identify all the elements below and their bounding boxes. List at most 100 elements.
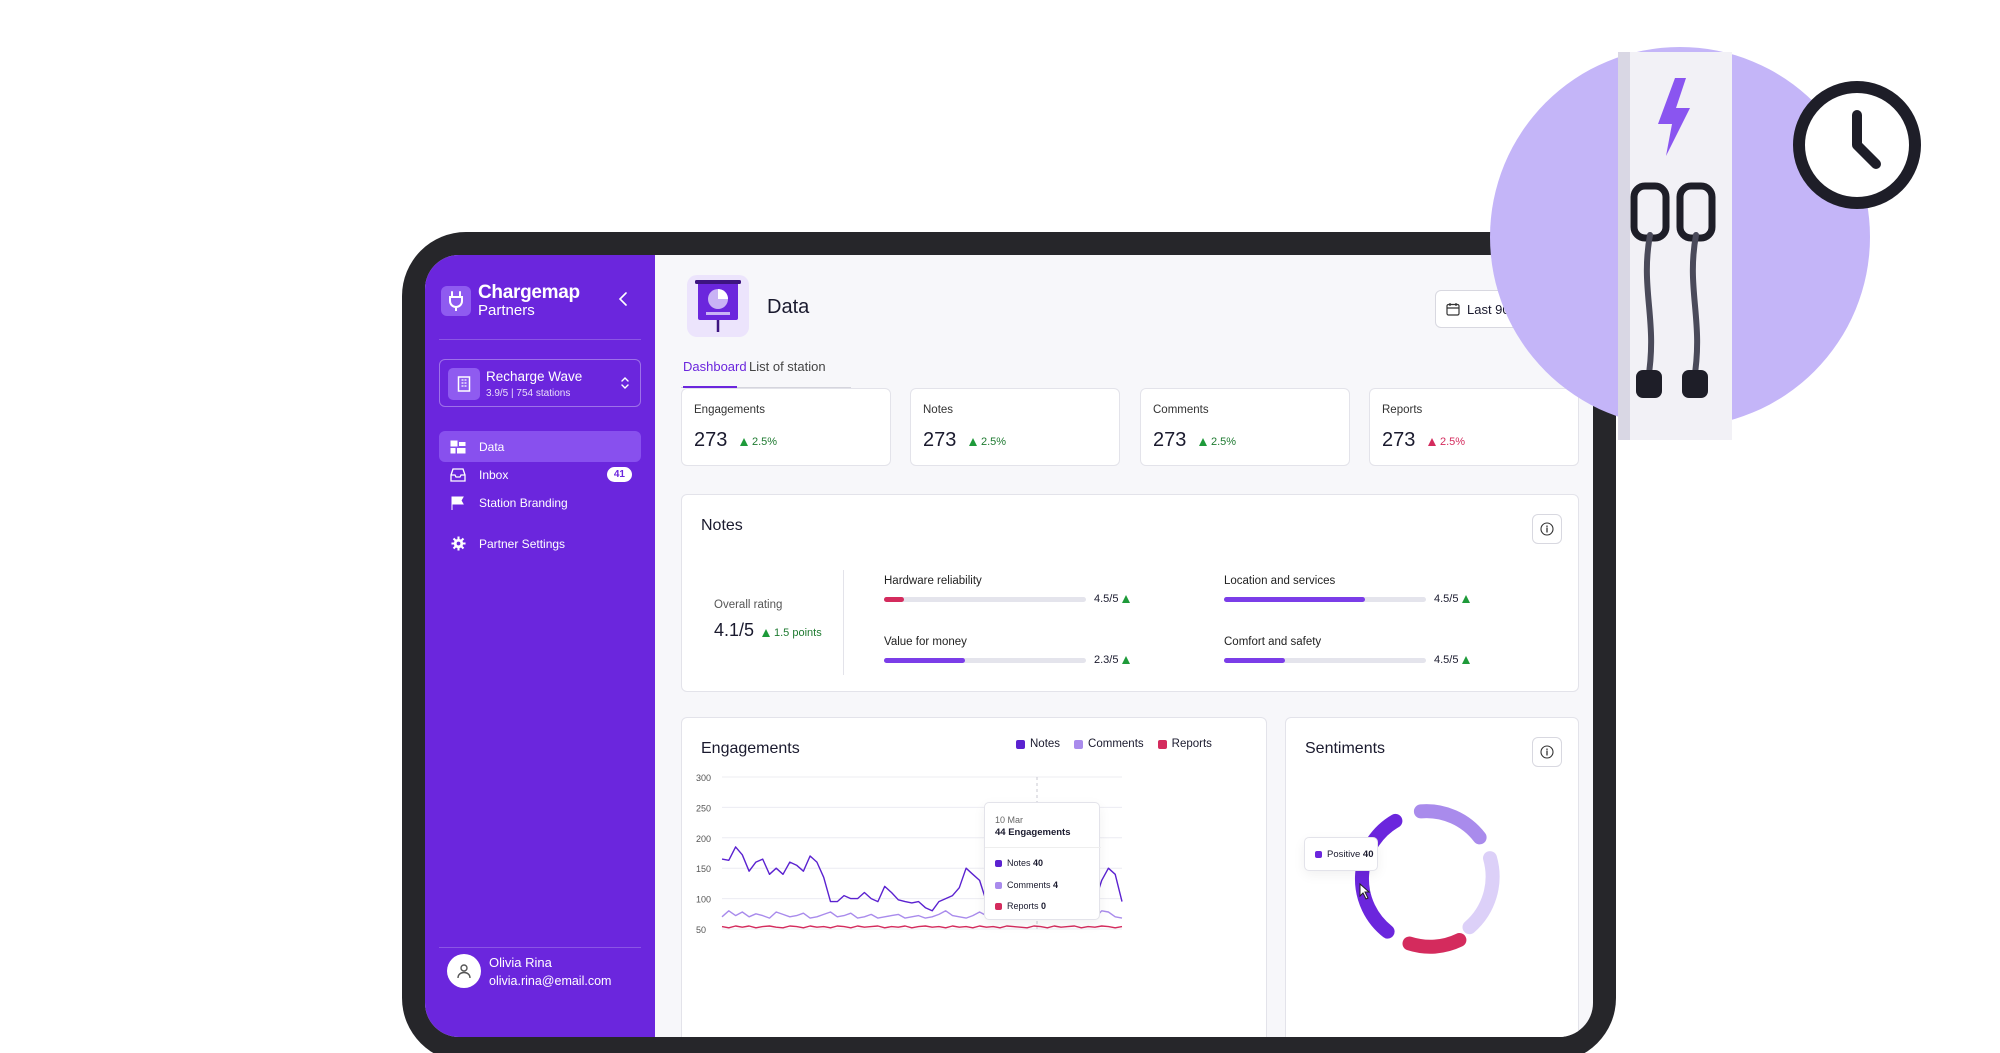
- sentiments-donut-chart: [1354, 804, 1500, 954]
- rating-value-text: 4.5/5: [1434, 654, 1459, 666]
- overall-delta-value: 1.5 points: [774, 627, 822, 639]
- legend-label: Reports: [1171, 738, 1212, 750]
- gear-icon: [449, 535, 467, 553]
- rating-location-and-services: Location and services 4.5/5: [1224, 575, 1484, 615]
- kpi-label: Engagements: [694, 404, 765, 416]
- trend-up-icon: [1122, 656, 1131, 664]
- chart-legend: Notes Comments Reports: [1002, 738, 1212, 750]
- sidebar: Chargemap Partners Recharge Wave 3.9/5 |…: [425, 255, 655, 1037]
- tooltip-row-value: 40: [1033, 858, 1044, 868]
- donut-segment-negative[interactable]: [1402, 933, 1467, 954]
- donut-segment-mixed[interactable]: [1462, 851, 1500, 935]
- sentiments-title: Sentiments: [1305, 740, 1386, 757]
- sentiment-tooltip: Positive 40: [1304, 837, 1378, 871]
- notes-title: Notes: [701, 517, 743, 534]
- y-tick-label: 200: [696, 834, 711, 844]
- tooltip-row-comments: Comments 4: [995, 880, 1058, 890]
- tooltip-row-reports: Reports 0: [995, 901, 1046, 911]
- main-content: Data Last 90 Dashboard List of station E…: [655, 255, 1593, 1037]
- tab-list-of-station[interactable]: List of station: [749, 359, 826, 374]
- tooltip-total: 44 Engagements: [995, 827, 1071, 838]
- chevron-updown-icon: [620, 375, 630, 396]
- overall-rating-delta: 1.5 points: [762, 627, 822, 639]
- legend-notes[interactable]: Notes: [1016, 738, 1060, 750]
- trend-up-icon: [762, 629, 770, 637]
- trend-up-icon: [969, 438, 977, 446]
- kpi-label: Comments: [1153, 404, 1209, 416]
- brand-name: Chargemap: [478, 282, 580, 303]
- info-icon: [1540, 745, 1554, 759]
- rating-track: [884, 597, 1086, 602]
- engagements-card: Engagements Notes Comments Reports 300 25…: [681, 717, 1267, 1037]
- donut-segment-positive[interactable]: [1354, 813, 1403, 939]
- kpi-value: 273: [923, 429, 957, 451]
- kpi-label: Reports: [1382, 404, 1423, 416]
- rating-label: Hardware reliability: [884, 575, 982, 587]
- legend-label: Notes: [1030, 738, 1061, 750]
- brand: Chargemap Partners: [441, 283, 580, 318]
- notes-info-button[interactable]: [1532, 514, 1562, 544]
- sidebar-item-partner-settings[interactable]: Partner Settings: [439, 528, 641, 559]
- kpi-label: Notes: [923, 404, 954, 416]
- legend-swatch: [1157, 739, 1167, 749]
- kpi-card-notes: Notes 273 2.5%: [910, 388, 1120, 466]
- legend-reports[interactable]: Reports: [1157, 738, 1212, 750]
- kpi-card-reports: Reports 273 2.5%: [1369, 388, 1579, 466]
- rating-fill: [1224, 597, 1366, 602]
- tab-dashboard[interactable]: Dashboard: [683, 357, 747, 388]
- series-line-reports[interactable]: [721, 925, 1123, 929]
- legend-swatch: [995, 902, 1002, 910]
- y-tick-label: 250: [696, 803, 711, 813]
- sidebar-item-station-branding[interactable]: Station Branding: [439, 487, 641, 518]
- rating-label: Comfort and safety: [1224, 636, 1322, 648]
- y-tick-label: 100: [696, 895, 711, 905]
- kpi-delta: 2.5%: [1199, 436, 1236, 448]
- tooltip-date: 10 Mar: [995, 815, 1024, 825]
- plug-logo-icon: [441, 285, 471, 316]
- legend-swatch: [1315, 850, 1322, 858]
- rating-hardware-reliability: Hardware reliability 4.5/5: [884, 575, 1144, 615]
- kpi-card-comments: Comments 273 2.5%: [1140, 388, 1350, 466]
- calendar-icon: [1446, 303, 1460, 316]
- rating-value: 4.5/5: [1434, 654, 1471, 666]
- sentiments-info-button[interactable]: [1532, 737, 1562, 767]
- tooltip-row-value: 0: [1041, 901, 1047, 911]
- lightning-icon: [1658, 78, 1690, 156]
- rating-value-text: 2.3/5: [1094, 654, 1119, 666]
- collapse-sidebar-button[interactable]: [613, 289, 633, 309]
- kpi-delta-value: 2.5%: [981, 436, 1007, 448]
- legend-comments[interactable]: Comments: [1074, 738, 1144, 750]
- trend-up-icon: [1462, 595, 1471, 603]
- sentiment-tooltip-value: 40: [1362, 848, 1374, 860]
- tab-bar: Dashboard List of station: [681, 357, 851, 388]
- y-tick-label: 150: [696, 864, 711, 874]
- kpi-card-engagements: Engagements 273 2.5%: [681, 388, 891, 466]
- station-meta: 3.9/5 | 754 stations: [486, 388, 571, 399]
- tooltip-row-label: Reports: [1007, 901, 1039, 911]
- trend-up-icon: [1122, 595, 1131, 603]
- user-icon: [457, 964, 471, 979]
- tooltip-row-notes: Notes 40: [995, 858, 1043, 868]
- sidebar-divider: [439, 947, 641, 948]
- donut-segment-neutral[interactable]: [1413, 804, 1487, 845]
- legend-swatch: [1016, 739, 1025, 749]
- rating-value-text: 4.5/5: [1434, 593, 1459, 605]
- brand-sub: Partners: [478, 302, 535, 319]
- sidebar-item-label: Partner Settings: [479, 536, 566, 551]
- cursor-icon: [1359, 882, 1371, 900]
- clock-hands: [1852, 110, 1881, 169]
- engagements-title: Engagements: [701, 740, 800, 757]
- kpi-delta: 2.5%: [1428, 436, 1465, 448]
- ev-charging-illustration: [1490, 47, 1921, 440]
- kpi-delta-value: 2.5%: [752, 436, 778, 448]
- rating-track: [1224, 597, 1426, 602]
- rating-value-text: 4.5/5: [1094, 593, 1119, 605]
- user-email: olivia.rina@email.com: [489, 974, 612, 988]
- station-selector[interactable]: Recharge Wave 3.9/5 | 754 stations: [439, 359, 641, 407]
- sidebar-item-data[interactable]: Data: [439, 431, 641, 462]
- kpi-delta-value: 2.5%: [1211, 436, 1237, 448]
- kpi-value: 273: [694, 429, 728, 451]
- sidebar-item-inbox[interactable]: Inbox 41: [439, 459, 641, 490]
- sentiments-card: Sentiments Positive 40: [1285, 717, 1579, 1037]
- rating-value: 2.3/5: [1094, 654, 1131, 666]
